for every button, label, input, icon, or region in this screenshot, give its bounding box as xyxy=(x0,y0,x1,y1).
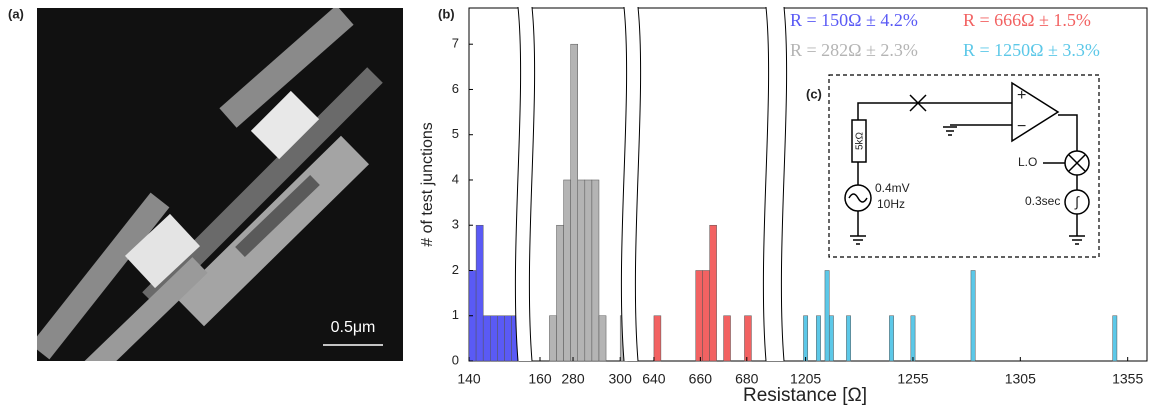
bar xyxy=(490,315,498,362)
bar xyxy=(549,315,557,362)
scale-bar-label: 0.5μm xyxy=(331,319,376,336)
axis-break-edge xyxy=(634,6,642,362)
bar xyxy=(803,315,809,362)
bar xyxy=(598,315,607,362)
x-tick-label: 1355 xyxy=(1112,371,1143,387)
axis-break-edge xyxy=(620,6,628,362)
integrator-time: 0.3sec xyxy=(1025,194,1060,208)
bar xyxy=(653,315,662,362)
legend-entry: R = 1250Ω ± 3.3% xyxy=(963,40,1100,60)
micrograph: 0.5μm xyxy=(37,8,403,361)
y-tick-label: 2 xyxy=(452,262,459,277)
source-amplitude: 0.4mV xyxy=(875,181,910,195)
bar xyxy=(563,179,571,362)
bar xyxy=(556,224,564,362)
bar xyxy=(591,179,600,362)
bar xyxy=(828,315,834,362)
x-tick-label: 1255 xyxy=(897,371,928,387)
bar xyxy=(744,315,752,362)
minus-sign: − xyxy=(1017,118,1026,135)
bar xyxy=(695,270,703,362)
y-tick-label: 5 xyxy=(452,126,459,141)
x-tick-label: 1205 xyxy=(790,371,821,387)
x-axis-label: Resistance [Ω] xyxy=(743,385,867,406)
x-tick-label: 300 xyxy=(609,371,633,387)
bar xyxy=(577,179,586,362)
axis-break-edge xyxy=(514,6,522,362)
axis-break xyxy=(621,7,641,361)
bar xyxy=(497,315,505,362)
x-tick-label: 640 xyxy=(642,371,666,387)
y-tick-label: 7 xyxy=(452,36,459,51)
bar xyxy=(816,315,821,362)
y-axis-label: # of test junctions xyxy=(419,122,436,247)
legend-entry: R = 150Ω ± 4.2% xyxy=(790,10,918,30)
source-frequency: 10Hz xyxy=(877,197,905,211)
plus-sign: + xyxy=(1017,87,1026,104)
bar xyxy=(723,315,731,362)
lo-label: L.O xyxy=(1018,155,1037,169)
bar xyxy=(570,43,578,362)
axis-break-edge xyxy=(762,6,770,362)
bar xyxy=(504,315,512,362)
integrator-symbol: ∫ xyxy=(1074,194,1080,210)
axis-break-edge xyxy=(780,6,788,362)
panel-label: (a) xyxy=(8,6,24,21)
axis-break xyxy=(515,7,535,361)
histogram: 140 160 280 300 640 660 680 1205 1255 1305 1355 0 1 2… xyxy=(419,6,1148,406)
x-tick-label: 1305 xyxy=(1005,371,1036,387)
y-tick-label: 1 xyxy=(452,307,459,322)
axis-break-edge xyxy=(528,6,536,362)
x-tick-label: 680 xyxy=(735,371,759,387)
bar xyxy=(1112,315,1118,362)
bar xyxy=(482,315,491,362)
circuit: (c) 5kΩ 0.4mV 10Hz + − L.O 0.3sec ∫ xyxy=(806,74,1100,258)
bar xyxy=(584,179,593,362)
panel-label: (c) xyxy=(806,86,822,101)
bar xyxy=(824,270,830,362)
x-tick-label: 660 xyxy=(689,371,713,387)
bar xyxy=(702,270,710,362)
y-tick-label: 0 xyxy=(452,352,459,367)
x-tick-label: 280 xyxy=(561,371,585,387)
x-tick-label: 140 xyxy=(457,371,481,387)
y-tick-label: 4 xyxy=(452,171,459,186)
resistor-label: 5kΩ xyxy=(855,131,866,150)
x-tick-label: 160 xyxy=(528,371,552,387)
bar xyxy=(709,224,717,362)
legend-entry: R = 282Ω ± 2.3% xyxy=(790,40,918,60)
legend-entry: R = 666Ω ± 1.5% xyxy=(963,10,1091,30)
bar xyxy=(910,315,916,362)
panel-label: (b) xyxy=(438,6,455,21)
bar xyxy=(475,224,484,362)
y-tick-label: 6 xyxy=(452,81,459,96)
y-tick-label: 3 xyxy=(452,217,459,232)
bar xyxy=(846,315,851,362)
bar xyxy=(889,315,894,362)
bar xyxy=(970,270,976,362)
axis-break xyxy=(763,7,787,361)
